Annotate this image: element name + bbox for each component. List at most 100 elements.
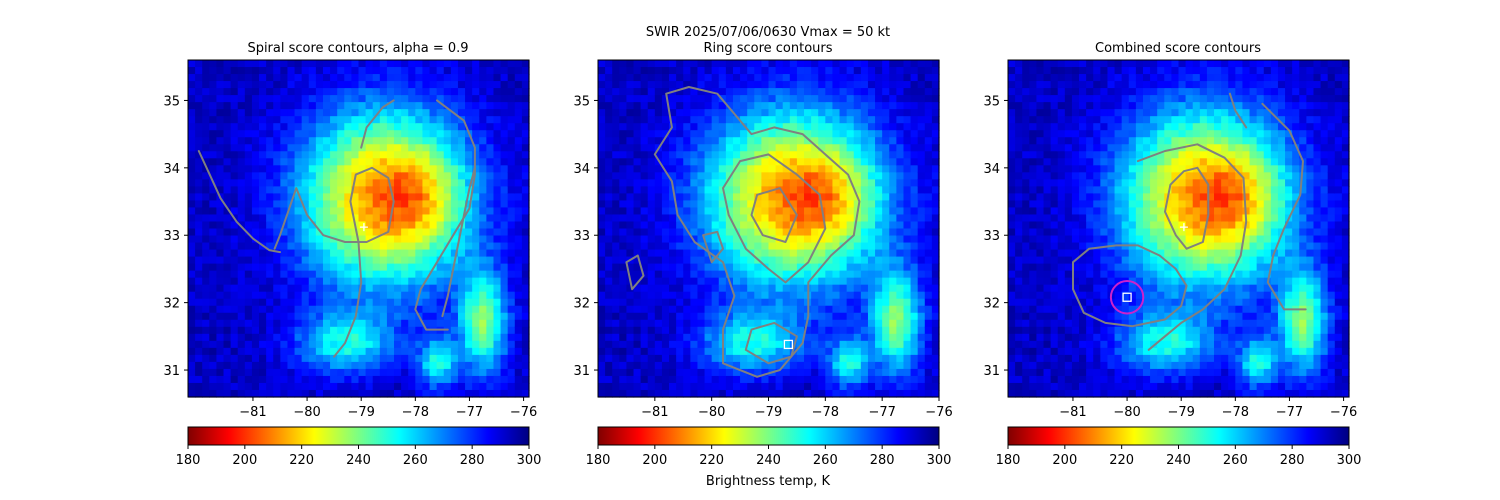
- colorbar-label: Brightness temp, K: [706, 474, 831, 489]
- heat-cell: [917, 375, 926, 384]
- heat-cell: [422, 200, 431, 209]
- heat-cell: [401, 270, 409, 279]
- heat-cell: [718, 74, 727, 82]
- heat-cell: [867, 389, 876, 398]
- heat-cell: [924, 109, 933, 117]
- heat-cell: [301, 389, 310, 398]
- heat-cell: [605, 249, 613, 258]
- heat-cell: [846, 123, 855, 131]
- heat-cell: [633, 165, 642, 173]
- heat-cell: [605, 193, 613, 202]
- heat-cell: [337, 193, 345, 202]
- heat-cell: [486, 186, 495, 194]
- heat-cell: [839, 137, 848, 145]
- heat-cell: [690, 256, 699, 265]
- heat-cell: [839, 102, 848, 110]
- heat-cell: [273, 95, 281, 103]
- heat-cell: [732, 172, 741, 180]
- heat-cell: [690, 354, 699, 363]
- heat-cell: [690, 368, 699, 377]
- heat-cell: [330, 263, 338, 272]
- heat-cell: [372, 340, 381, 349]
- heat-cell: [301, 270, 310, 279]
- heat-cell: [422, 305, 431, 314]
- heat-cell: [230, 193, 239, 202]
- heat-cell: [832, 193, 841, 202]
- heat-cell: [493, 256, 502, 265]
- score-contour: [722, 153, 827, 284]
- heat-cell: [1015, 158, 1023, 166]
- heat-cell: [202, 389, 210, 398]
- heat-cell: [394, 305, 402, 314]
- heat-cell: [322, 179, 331, 187]
- heat-cell: [379, 179, 388, 187]
- heat-cell: [188, 158, 196, 166]
- heat-cell: [379, 214, 388, 223]
- heat-cell: [605, 74, 613, 82]
- heat-cell: [365, 326, 374, 335]
- heat-cell: [832, 298, 841, 307]
- heat-cell: [832, 270, 841, 279]
- heat-cell: [882, 151, 890, 159]
- heat-cell: [903, 326, 912, 335]
- heat-cell: [330, 172, 338, 180]
- heat-cell: [202, 326, 210, 335]
- heat-cell: [626, 165, 635, 173]
- heat-cell: [796, 207, 805, 216]
- heat-cell: [598, 102, 606, 110]
- heat-cell: [804, 242, 812, 251]
- heat-cell: [825, 102, 834, 110]
- heat-cell: [443, 165, 452, 173]
- heat-cell: [839, 249, 848, 258]
- heat-cell: [605, 340, 613, 349]
- heat-cell: [202, 333, 210, 342]
- heat-cell: [436, 109, 445, 117]
- heat-cell: [640, 207, 649, 216]
- heat-cell: [839, 193, 848, 202]
- heat-cell: [479, 319, 487, 328]
- heat-cell: [782, 263, 791, 272]
- heat-cell: [917, 214, 926, 223]
- heat-cell: [775, 214, 784, 223]
- heat-cell: [867, 263, 876, 272]
- heat-cell: [605, 200, 613, 209]
- heat-cell: [344, 193, 352, 202]
- heat-cell: [690, 291, 699, 300]
- heat-cell: [796, 193, 805, 202]
- heat-cell: [401, 186, 409, 194]
- heat-cell: [889, 361, 897, 370]
- heat-cell: [754, 382, 762, 391]
- heat-cell: [917, 144, 926, 152]
- heat-cell: [598, 242, 606, 251]
- heat-cell: [647, 389, 656, 398]
- heat-cell: [429, 137, 438, 145]
- heat-cell: [647, 81, 656, 89]
- heat-cell: [697, 137, 706, 145]
- heat-cell: [202, 361, 210, 370]
- heat-cell: [775, 305, 784, 314]
- heat-cell: [315, 74, 324, 82]
- heat-cell: [230, 291, 239, 300]
- heat-cell: [1015, 361, 1023, 370]
- heat-cell: [308, 284, 317, 293]
- heat-cell: [718, 277, 727, 286]
- heat-cell: [917, 249, 926, 258]
- heat-cell: [330, 284, 338, 293]
- heat-cell: [661, 368, 670, 377]
- heat-cell: [315, 319, 324, 328]
- heat-cell: [612, 158, 620, 166]
- heat-cell: [287, 186, 296, 194]
- heat-cell: [301, 116, 310, 124]
- heat-cell: [237, 144, 246, 152]
- heat-cell: [1036, 123, 1045, 131]
- heat-cell: [1036, 368, 1045, 377]
- heat-cell: [443, 284, 452, 293]
- heat-cell: [903, 214, 912, 223]
- heat-cell: [683, 235, 691, 244]
- heat-cell: [811, 361, 819, 370]
- heat-cell: [718, 116, 727, 124]
- heat-cell: [633, 305, 642, 314]
- heat-cell: [401, 284, 409, 293]
- heat-cell: [633, 312, 642, 321]
- heat-cell: [612, 144, 620, 152]
